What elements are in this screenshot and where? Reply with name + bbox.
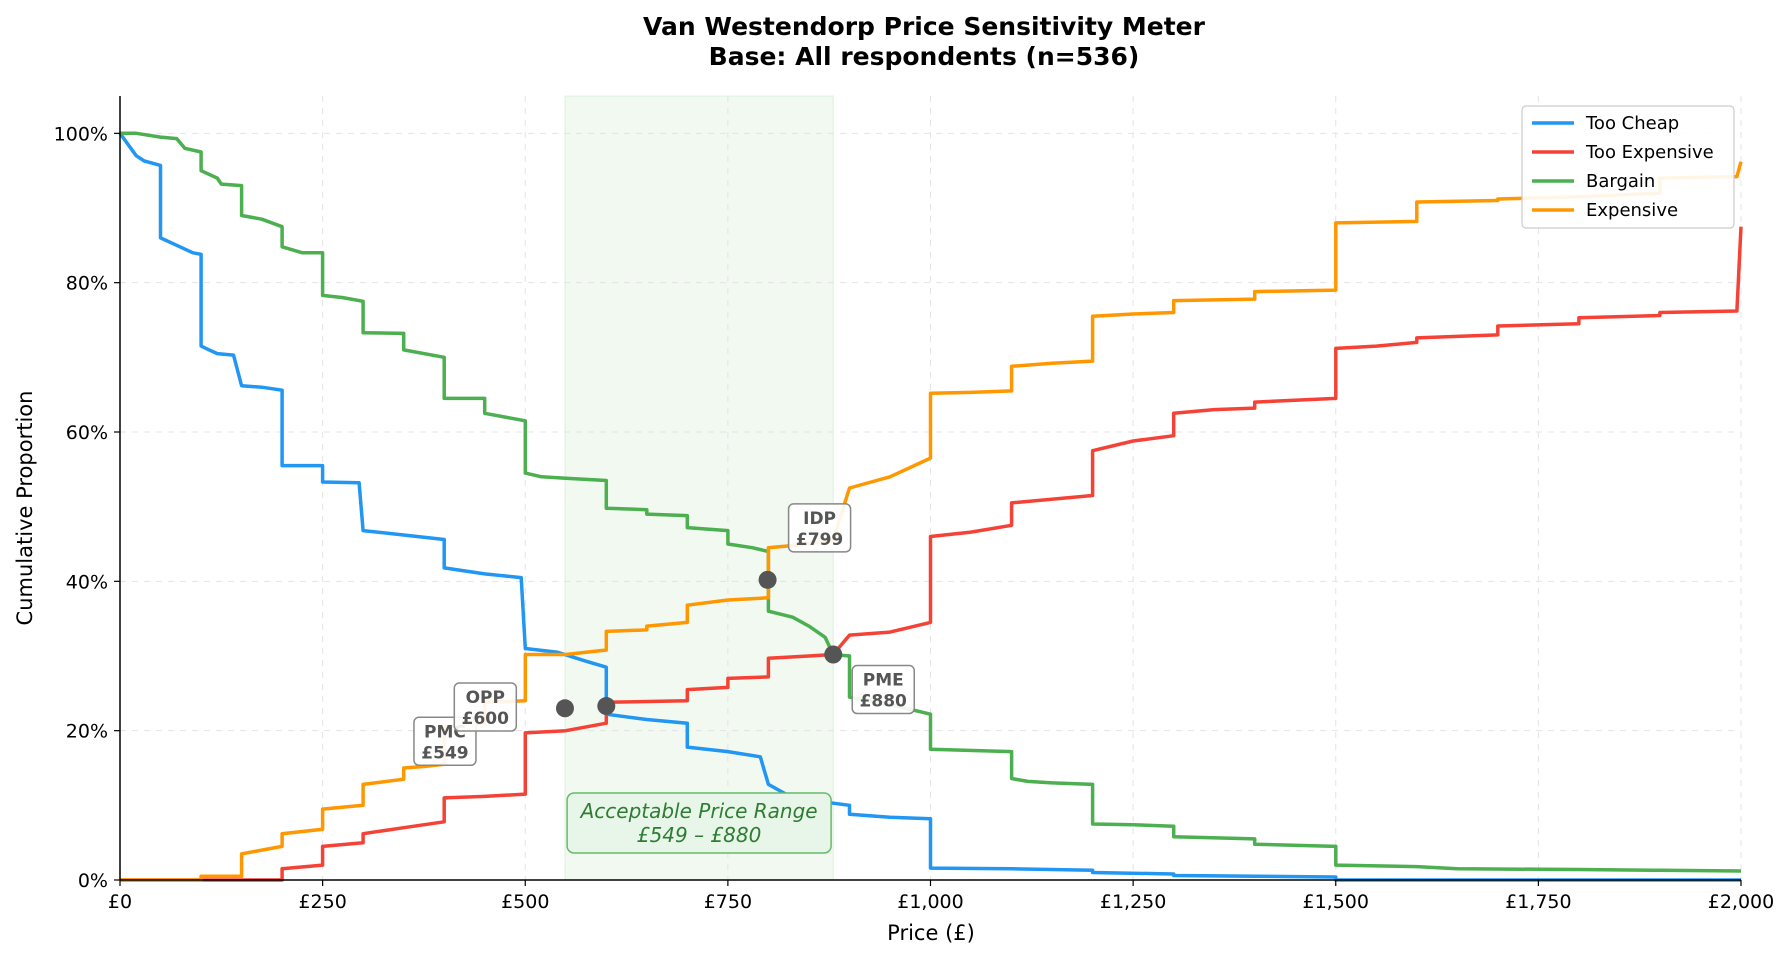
annotation-box [851,664,915,715]
y-tick-label: 60% [66,422,108,444]
price-point-marker-opp [597,697,616,716]
series-line-expensive [120,161,1743,882]
x-tick-label: £500 [501,891,549,913]
price-point-annotation-idp: IDP£799 [787,503,852,553]
x-tick-label: £2,000 [1708,891,1774,913]
acceptable-range-label-line-2: £549 – £880 [637,823,762,847]
y-tick-label: 100% [54,123,108,145]
price-point-marker-pme [824,645,843,664]
annotation-abbr: OPP [466,688,505,708]
y-tick-label: 20% [66,721,108,743]
x-tick-label: £1,000 [897,891,963,913]
annotation-box [453,682,518,732]
legend-label: Too Cheap [1585,113,1679,134]
axes [119,96,1741,881]
annotation-price: £799 [796,530,843,550]
y-tick-label: 80% [66,273,108,295]
acceptable-range-label-line-1: Acceptable Price Range [579,799,818,823]
x-axis-label: Price (£) [887,921,975,945]
legend-item-too-cheap: Too Cheap [1532,113,1679,134]
annotation-abbr: PME [863,671,904,691]
price-point-annotation-pme: PME£880 [851,664,915,715]
y-axis-label: Cumulative Proportion [13,391,37,626]
series-line-too-expensive [120,226,1743,882]
legend: Too Cheap Too Expensive Bargain Expensive [1521,105,1735,229]
x-tick-label: £750 [704,891,752,913]
chart-title-line-2: Base: All respondents (n=536) [709,42,1140,71]
acceptable-range-label-box [566,792,832,854]
price-point-annotation-opp: OPP£600 [453,682,518,732]
x-tick-label: £1,500 [1303,891,1369,913]
x-tick-label: £1,750 [1505,891,1571,913]
series-line-bargain [120,131,1742,873]
price-point-marker-idp [758,570,777,589]
legend-item-bargain: Bargain [1532,171,1655,192]
legend-label: Expensive [1586,200,1678,221]
grid [120,96,1742,880]
annotation-price: £880 [860,692,907,712]
y-tick-label: 40% [66,571,108,593]
legend-item-expensive: Expensive [1532,200,1678,221]
legend-label: Bargain [1586,171,1655,192]
price-point-marker-pmc [555,699,574,718]
annotation-abbr: IDP [803,509,836,529]
x-tick-label: £0 [108,891,132,913]
y-tick-label: 0% [78,870,108,892]
acceptable-range-label: Acceptable Price Range£549 – £880 [566,792,832,854]
series-line-too-cheap [118,132,1741,882]
chart-title-line-1: Van Westendorp Price Sensitivity Meter [643,12,1206,41]
annotation-price: £549 [421,743,468,763]
annotation-price: £600 [462,709,509,729]
legend-box [1521,105,1735,229]
annotation-box [787,503,852,553]
legend-item-too-expensive: Too Expensive [1532,142,1714,163]
legend-label: Too Expensive [1585,142,1714,163]
x-tick-label: £1,250 [1100,891,1166,913]
series-lines [118,131,1743,882]
tick-labels: £0 £250 £500 £750 £1,000 £1,250 £1,500 £1,750 £2… [54,123,1775,913]
x-tick-label: £250 [298,891,346,913]
